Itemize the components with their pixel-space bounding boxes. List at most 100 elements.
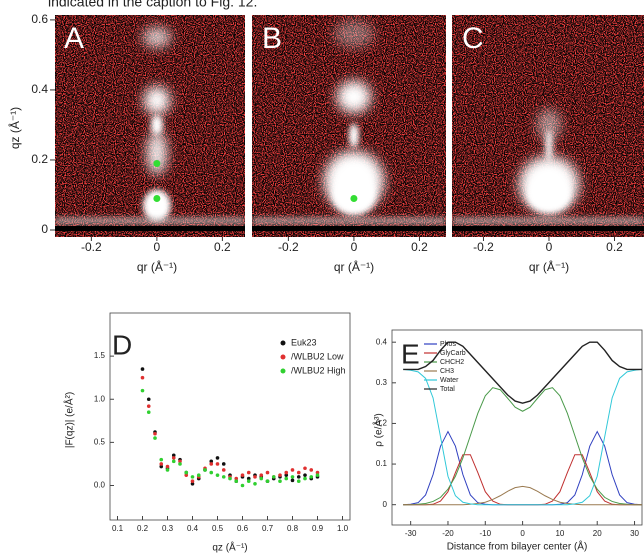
x-axis-label: qr (Å⁻¹) — [529, 259, 569, 274]
legend-label: Euk23 — [291, 337, 317, 347]
data-point — [296, 475, 301, 479]
intensity-blob — [146, 130, 167, 175]
data-point — [165, 468, 170, 472]
y-tick-label: 0 — [383, 500, 388, 509]
specular-band — [252, 217, 446, 225]
x-tick-label: 0 — [154, 240, 161, 254]
panel-label: E — [401, 338, 420, 369]
data-point — [284, 470, 289, 475]
y-tick-label: 0.6 — [31, 12, 48, 26]
marker-point — [153, 159, 161, 167]
data-point — [178, 459, 182, 464]
marker-point — [350, 194, 358, 202]
data-point — [184, 470, 189, 475]
legend-label: GlyCarb — [440, 350, 466, 357]
legend-marker — [280, 354, 286, 360]
specular-band — [55, 217, 245, 225]
data-point — [209, 462, 214, 466]
data-point — [190, 481, 195, 486]
data-point — [209, 459, 214, 464]
panel-label: C — [462, 22, 484, 55]
data-point — [140, 388, 145, 393]
x-axis-label: Distance from bilayer center (Å) — [447, 540, 588, 553]
x-tick-label: 0.2 — [214, 240, 231, 254]
data-point — [290, 468, 295, 472]
intensity-blob — [544, 129, 553, 162]
data-point — [253, 475, 257, 479]
y-axis-label: |F(qz)| (e/Å²) — [63, 392, 76, 448]
y-tick-label: 0.2 — [31, 152, 48, 166]
x-tick-label: 0.4 — [187, 524, 199, 533]
data-point — [184, 473, 189, 477]
data-point — [265, 479, 270, 483]
beam-stop — [452, 226, 644, 231]
data-point — [221, 475, 226, 479]
data-point — [290, 475, 295, 479]
data-point — [246, 470, 251, 475]
intensity-blob — [333, 19, 374, 48]
diffraction-image — [452, 15, 644, 237]
y-tick-label: 1.5 — [94, 351, 106, 360]
data-point — [284, 473, 289, 477]
x-tick-label: 1.0 — [337, 524, 349, 533]
diffraction-image — [252, 15, 446, 237]
x-tick-label: 0.9 — [312, 524, 324, 533]
x-tick-label: -0.2 — [473, 240, 494, 254]
x-tick-label: 0.2 — [411, 240, 428, 254]
y-tick-label: 0.5 — [94, 437, 106, 446]
panel-label: B — [262, 22, 282, 55]
data-point — [303, 466, 307, 471]
data-point — [290, 478, 295, 483]
specular-band — [452, 217, 644, 225]
x-tick-label: -20 — [442, 529, 454, 538]
data-point — [171, 453, 176, 458]
x-tick-label: 0.1 — [112, 524, 124, 533]
data-point — [240, 473, 245, 477]
x-tick-label: 0.7 — [262, 524, 274, 533]
data-point — [146, 404, 151, 408]
x-tick-label: 10 — [555, 529, 564, 538]
data-point — [146, 410, 151, 414]
y-tick-label: 0.4 — [31, 82, 48, 96]
profile-line — [403, 341, 642, 404]
data-point — [278, 479, 282, 483]
data-point — [171, 459, 176, 464]
data-point — [284, 476, 289, 481]
data-point — [309, 475, 314, 479]
data-point — [234, 479, 239, 483]
y-tick-label: 0.3 — [376, 378, 388, 387]
intensity-blob — [331, 174, 376, 215]
data-point — [278, 473, 282, 477]
data-point — [259, 476, 264, 481]
x-tick-label: -0.2 — [278, 240, 299, 254]
data-point — [315, 473, 320, 477]
intensity-blob — [150, 114, 163, 135]
x-tick-label: 0.3 — [162, 524, 174, 533]
x-axis-label: qz (Å⁻¹) — [212, 541, 247, 554]
intensity-blob — [536, 108, 561, 141]
y-tick-label: 1.0 — [94, 394, 106, 403]
x-tick-label: -30 — [405, 529, 417, 538]
data-point — [190, 479, 195, 483]
legend-marker — [280, 340, 286, 346]
data-point — [190, 475, 195, 479]
data-point — [165, 464, 170, 469]
x-tick-label: 0 — [546, 240, 553, 254]
data-point — [240, 483, 245, 488]
data-point — [271, 475, 276, 479]
data-point — [221, 462, 226, 466]
legend-label: CH3 — [440, 368, 454, 375]
data-point — [196, 473, 201, 477]
x-tick-label: 0.2 — [137, 524, 149, 533]
y-axis-label: ρ (e/Å³) — [372, 413, 385, 446]
legend-label: Phos — [440, 341, 456, 348]
legend-label: CHCH2 — [440, 359, 464, 366]
data-point — [153, 436, 157, 440]
data-point — [159, 457, 164, 462]
legend-marker — [280, 368, 286, 374]
intensity-blob — [143, 86, 170, 115]
data-point — [246, 476, 251, 481]
data-point — [215, 456, 220, 460]
